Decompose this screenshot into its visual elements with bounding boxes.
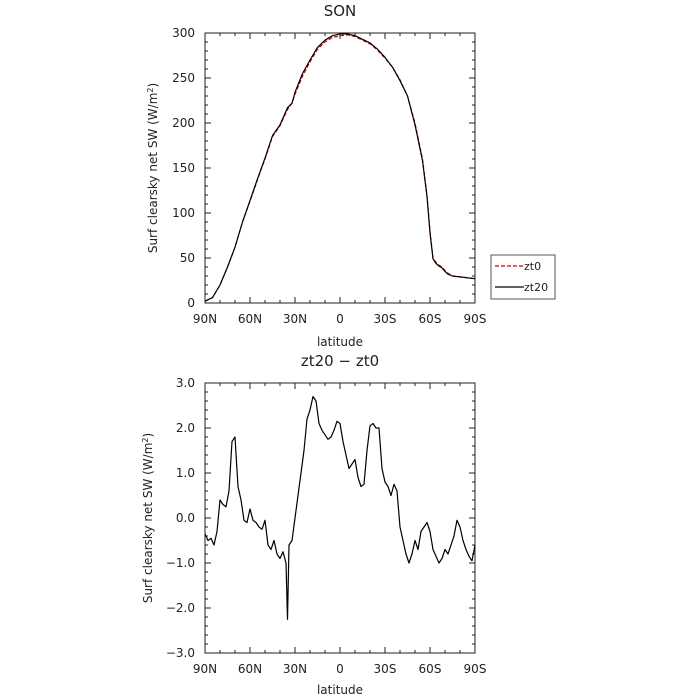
chart-title-bottom: zt20 − zt0: [301, 352, 379, 370]
ticks-top: 90N 60N 30N 0 30S 60S 90S 0 50 100 150 200 250 300: [172, 26, 486, 326]
x-tick-label-bottom: 30S: [374, 662, 397, 676]
x-tick-label-top: 90N: [193, 312, 217, 326]
series-top: [204, 33, 476, 302]
x-tick-label-bottom: 30N: [283, 662, 307, 676]
panel-top: SON latitude Surf clearsky net SW (W/m2)…: [146, 2, 556, 349]
x-tick-label-top: 30N: [283, 312, 307, 326]
plot-frame-top: [204, 32, 476, 304]
x-tick-label-top: 60S: [419, 312, 442, 326]
x-tick-label-bottom: 90N: [193, 662, 217, 676]
x-tick-label-bottom: 90S: [464, 662, 487, 676]
series-bottom: [204, 395, 476, 620]
y-axis-label-bottom: Surf clearsky net SW (W/m2): [141, 433, 156, 603]
y-tick-label-top: 50: [180, 251, 195, 265]
y-tick-label-top: 250: [172, 71, 195, 85]
y-tick-label-bottom: 2.0: [176, 421, 195, 435]
series-line-bottom-0: [204, 395, 476, 620]
y-tick-label-bottom: −1.0: [166, 556, 195, 570]
x-axis-label-bottom: latitude: [317, 683, 363, 697]
x-axis-label-top: latitude: [317, 335, 363, 349]
legend: zt0 zt20: [490, 254, 556, 300]
panel-bottom: zt20 − zt0 latitude Surf clearsky net SW…: [141, 352, 487, 697]
y-tick-label-top: 150: [172, 161, 195, 175]
y-tick-label-top: 300: [172, 26, 195, 40]
x-tick-label-bottom: 60N: [238, 662, 262, 676]
y-tick-label-bottom: 1.0: [176, 466, 195, 480]
y-tick-label-top: 0: [187, 296, 195, 310]
y-tick-label-top: 200: [172, 116, 195, 130]
y-tick-label-bottom: −3.0: [166, 646, 195, 660]
x-tick-label-top: 0: [336, 312, 344, 326]
y-tick-label-top: 100: [172, 206, 195, 220]
y-tick-label-bottom: 3.0: [176, 376, 195, 390]
ticks-bottom: 90N 60N 30N 0 30S 60S 90S −3.0 −2.0 −1.0 0.0 1.0 2.0…: [166, 376, 487, 676]
legend-label-zt20: zt20: [524, 281, 548, 294]
series-line-top-zt20: [204, 33, 476, 302]
x-tick-label-bottom: 60S: [419, 662, 442, 676]
x-tick-label-top: 30S: [374, 312, 397, 326]
legend-label-zt0: zt0: [524, 260, 541, 273]
y-tick-label-bottom: −2.0: [166, 601, 195, 615]
chart-title-top: SON: [324, 2, 357, 20]
y-tick-label-bottom: 0.0: [176, 511, 195, 525]
x-tick-label-top: 60N: [238, 312, 262, 326]
legend-box: [490, 254, 556, 300]
y-axis-label-top: Surf clearsky net SW (W/m2): [146, 83, 161, 253]
x-tick-label-top: 90S: [464, 312, 487, 326]
x-tick-label-bottom: 0: [336, 662, 344, 676]
